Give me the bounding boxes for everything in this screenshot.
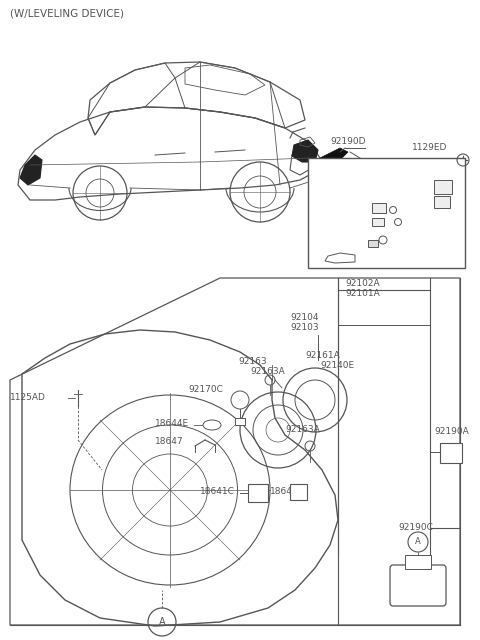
FancyBboxPatch shape xyxy=(390,565,446,606)
Polygon shape xyxy=(292,140,318,162)
Text: 91931X: 91931X xyxy=(370,170,405,179)
Text: 18644E: 18644E xyxy=(155,419,189,428)
FancyBboxPatch shape xyxy=(405,555,431,569)
FancyBboxPatch shape xyxy=(440,443,462,463)
Text: 18643D: 18643D xyxy=(270,488,305,497)
Text: 92190D: 92190D xyxy=(330,138,365,147)
FancyBboxPatch shape xyxy=(235,418,245,425)
Text: 92190A: 92190A xyxy=(434,428,469,436)
Text: 18647: 18647 xyxy=(155,438,184,447)
FancyBboxPatch shape xyxy=(308,158,465,268)
Text: 92190C: 92190C xyxy=(398,524,433,532)
Text: 1220AE: 1220AE xyxy=(320,218,355,227)
FancyBboxPatch shape xyxy=(434,196,450,208)
FancyBboxPatch shape xyxy=(290,484,307,500)
Text: 1129ED: 1129ED xyxy=(412,143,447,152)
Text: 92103: 92103 xyxy=(290,323,319,333)
Text: 92170C: 92170C xyxy=(188,385,223,394)
Text: 92193B: 92193B xyxy=(320,234,355,243)
Text: 92102A: 92102A xyxy=(345,280,380,289)
Text: 43799B: 43799B xyxy=(313,248,348,257)
Text: A: A xyxy=(415,538,421,547)
Text: 92140E: 92140E xyxy=(320,362,354,371)
FancyBboxPatch shape xyxy=(372,218,384,226)
Text: 95190: 95190 xyxy=(334,204,363,212)
Text: 92101A: 92101A xyxy=(345,289,380,298)
Text: A: A xyxy=(159,617,165,627)
Text: (W/LEVELING DEVICE): (W/LEVELING DEVICE) xyxy=(10,9,124,19)
FancyBboxPatch shape xyxy=(434,180,452,194)
Text: 92104: 92104 xyxy=(290,314,319,323)
Text: 1125AD: 1125AD xyxy=(10,394,46,403)
Polygon shape xyxy=(320,148,348,168)
Text: 92161A: 92161A xyxy=(305,351,340,360)
Polygon shape xyxy=(20,155,42,185)
FancyBboxPatch shape xyxy=(368,240,378,247)
Text: 1339CC: 1339CC xyxy=(386,236,421,244)
Text: 18641C: 18641C xyxy=(200,488,235,497)
FancyBboxPatch shape xyxy=(248,484,268,502)
Text: 92163: 92163 xyxy=(238,358,266,367)
Text: 92163A: 92163A xyxy=(285,426,320,435)
Text: 92163A: 92163A xyxy=(250,367,285,376)
FancyBboxPatch shape xyxy=(372,203,386,213)
